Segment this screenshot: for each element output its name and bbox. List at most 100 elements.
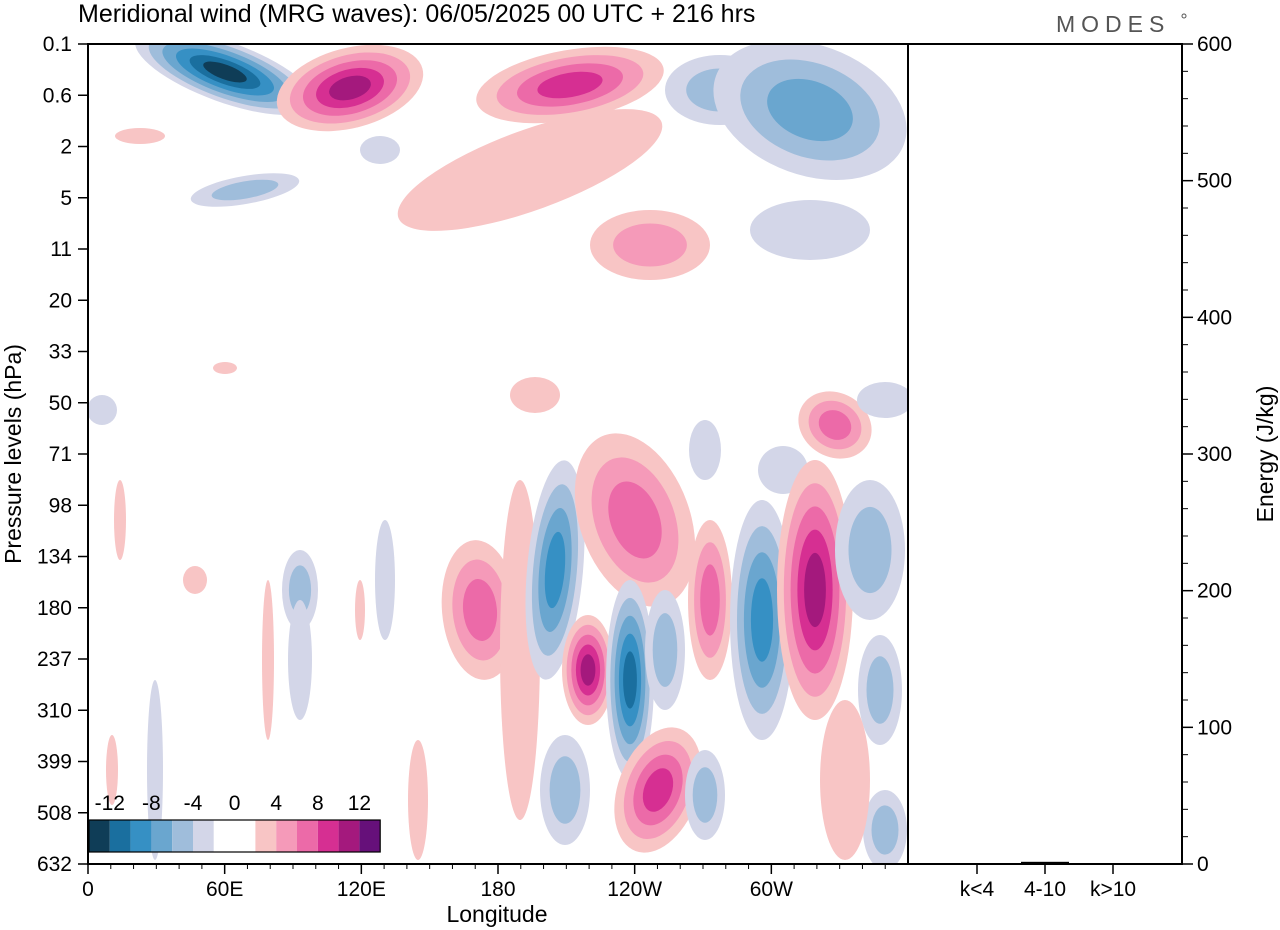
contour-level: [623, 651, 637, 709]
colorbar-label: 4: [270, 792, 282, 815]
y-axis-label: Pressure levels (hPa): [0, 344, 26, 564]
contour-level: [818, 410, 852, 440]
y-tick-label: 0.1: [43, 33, 72, 56]
y-tick-label: 180: [37, 597, 72, 620]
colorbar-swatch: [151, 820, 173, 852]
energy-tick-label: 300: [1197, 443, 1232, 466]
longitude-axis: 0 60E 120E 180 120W 60W: [82, 864, 886, 901]
energy-category-label: k<4: [960, 878, 995, 901]
colorbar-swatch: [193, 820, 214, 852]
colorbar-swatch: [317, 820, 339, 852]
contour-level: [750, 578, 774, 662]
x-tick-label: 60W: [750, 878, 793, 901]
colorbar-swatch: [276, 820, 297, 852]
colorbar-swatch: [213, 820, 235, 852]
contour-level: [549, 756, 581, 824]
contour-level: [871, 805, 899, 855]
contour-level: [360, 136, 400, 164]
colorbar-swatch: [109, 820, 131, 852]
x-axis-label: Longitude: [446, 901, 547, 927]
contour-level: [700, 564, 720, 636]
y-tick-label: 237: [37, 648, 72, 671]
energy-tick-label: 500: [1197, 170, 1232, 193]
colorbar-label: 8: [312, 792, 324, 815]
energy-bars: k<4 4-10 k>10: [953, 861, 1137, 901]
y-tick-label: 5: [60, 187, 72, 210]
colorbar-label: -12: [95, 792, 125, 815]
y-tick-label: 134: [37, 546, 72, 569]
y-tick-label: 98: [49, 494, 72, 517]
x-tick-label: 120W: [607, 878, 662, 901]
contour-level: [183, 566, 207, 594]
contour-level: [211, 179, 279, 201]
colorbar-frame: [88, 819, 381, 853]
contour-level: [692, 767, 718, 823]
contour-level: [804, 552, 826, 628]
x-tick-label: 120E: [337, 878, 386, 901]
y-tick-label: 0.6: [43, 84, 72, 107]
pressure-axis: 0.1 0.6 2 5 11 20 33 50 71 98 134 180 237 310 399 508 63…: [37, 33, 88, 876]
colorbar-swatch: [359, 820, 381, 852]
energy-tick-label: 400: [1197, 306, 1232, 329]
energy-category-label: k>10: [1090, 878, 1136, 901]
contour-level: [106, 735, 118, 805]
contour-level: [88, 395, 117, 425]
contour-level: [115, 128, 165, 144]
contour-level: [652, 613, 678, 687]
colorbar-swatch: [234, 820, 256, 852]
colorbar-swatch: [255, 820, 277, 852]
colorbar-swatch: [297, 820, 318, 852]
contour-level: [848, 506, 892, 594]
y-tick-label: 632: [37, 853, 72, 876]
contour-level: [642, 768, 674, 812]
energy-tick-label: 0: [1197, 853, 1209, 876]
colorbar-swatch: [338, 820, 360, 852]
energy-axis: 0 100 200 300 400 500 600: [1182, 33, 1232, 876]
modes-logo: MODES: [1056, 11, 1170, 37]
y-tick-label: 33: [49, 341, 72, 364]
colorbar-swatch: [130, 820, 152, 852]
contour-level: [820, 700, 870, 860]
energy-category-label: 4-10: [1024, 878, 1066, 901]
contour-level: [408, 740, 428, 860]
energy-plot-frame: [907, 43, 1183, 865]
x-tick-label: 180: [480, 878, 515, 901]
contour-level: [375, 520, 395, 640]
contour-level: [288, 565, 312, 615]
colorbar-label: 0: [229, 792, 241, 815]
energy-tick-label: 200: [1197, 580, 1232, 603]
chart-title: Meridional wind (MRG waves): 06/05/2025 …: [78, 0, 755, 28]
y-tick-label: 2: [60, 136, 72, 159]
y-tick-label: 71: [49, 443, 72, 466]
colorbar: -12 -8 -4 0 4 8 12: [88, 792, 381, 853]
contour-level: [262, 580, 274, 740]
energy-tick-label: 100: [1197, 716, 1232, 739]
contour-level: [462, 578, 498, 642]
y-tick-label: 508: [37, 802, 72, 825]
trademark-mark: [1181, 13, 1187, 19]
contour-level: [203, 61, 247, 83]
contour-level: [537, 71, 603, 99]
contour-level: [767, 78, 853, 142]
y-tick-label: 310: [37, 699, 72, 722]
contour-level: [355, 580, 365, 640]
contour-level: [147, 680, 163, 860]
colorbar-swatch: [172, 820, 193, 852]
colorbar-swatch: [89, 820, 110, 852]
contour-field: [88, 44, 908, 864]
contour-level: [397, 109, 663, 231]
x-tick-label: 60E: [206, 878, 243, 901]
contour-level: [544, 531, 566, 609]
contour-level: [329, 75, 371, 101]
contour-level: [510, 377, 560, 413]
y-tick-label: 50: [49, 392, 72, 415]
contour-level: [689, 420, 721, 480]
colorbar-label: -4: [184, 792, 203, 815]
contour-level: [213, 362, 237, 374]
contour-level: [114, 480, 126, 560]
contour-level: [580, 654, 596, 686]
contour-level: [750, 200, 870, 260]
energy-axis-label: Energy (J/kg): [1252, 386, 1278, 523]
contour-level: [608, 481, 662, 559]
